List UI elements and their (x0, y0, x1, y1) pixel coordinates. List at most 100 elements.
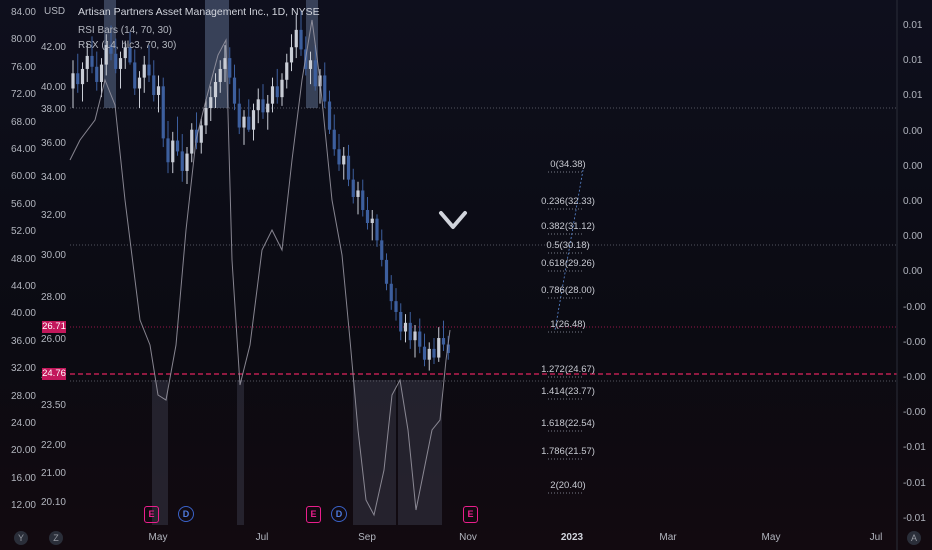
candle-body (228, 58, 232, 78)
candle-body (256, 99, 260, 111)
left-axis-tick: 76.00 (10, 61, 36, 73)
left-axis-inner-tick: 32.00 (40, 210, 66, 221)
candle-body (346, 155, 351, 180)
earnings-marker[interactable]: E (144, 506, 159, 523)
candle-body (280, 79, 284, 98)
candle-body (223, 58, 227, 69)
fib-level-label: 0.236(32.33) (541, 196, 595, 207)
candle-body (394, 301, 398, 312)
currency-label: USD (44, 6, 66, 17)
candle-body (133, 62, 137, 89)
right-axis-tick: -0.01 (903, 477, 926, 489)
time-axis-tick: 2023 (560, 532, 584, 543)
candle-body (327, 101, 332, 130)
candle-body (247, 116, 251, 130)
candle-body (218, 68, 222, 82)
right-axis-tick: 0.00 (903, 125, 923, 137)
candle-body (128, 47, 132, 63)
right-axis-tick: -0.01 (903, 442, 926, 454)
rsx-line (69, 19, 451, 517)
overbought-band (104, 0, 116, 108)
candle-body (237, 103, 241, 128)
fib-level-label: 2(20.40) (550, 480, 586, 491)
left-axis-inner-tick: 42.00 (40, 42, 66, 53)
candle-body (437, 338, 441, 358)
zoom-toggle[interactable]: Z (49, 531, 63, 545)
candle-body (261, 99, 265, 113)
candle-body (427, 348, 431, 360)
candle-body (95, 66, 99, 82)
right-axis-tick: -0.00 (903, 372, 926, 383)
time-axis-tick: Jul (255, 532, 269, 543)
candle-body (323, 75, 327, 102)
candle-body (90, 55, 94, 67)
left-axis-tick: 72.00 (10, 89, 36, 101)
fib-level-label: 0(34.38) (550, 159, 586, 170)
left-axis-inner-tick: 38.00 (40, 104, 66, 115)
log-scale-toggle[interactable]: Y (14, 531, 28, 545)
left-axis-tick: 32.00 (10, 363, 36, 375)
candle-body (199, 125, 203, 143)
left-axis-tick: 56.00 (10, 198, 36, 210)
candle-body (413, 331, 417, 341)
left-axis-inner-tick: 36.00 (40, 138, 66, 149)
candle-body (152, 75, 156, 95)
fib-level-label: 0.618(29.26) (541, 258, 595, 269)
dividend-marker[interactable]: D (331, 506, 347, 522)
legend-rsx[interactable]: RSX (14, hlc3, 70, 30) (78, 40, 177, 51)
candle-body (441, 338, 446, 345)
right-axis-tick: -0.01 (903, 512, 926, 524)
candle-body (204, 108, 208, 126)
candle-body (384, 259, 389, 284)
left-axis-inner-tick: 23.50 (40, 400, 66, 411)
time-axis-tick: May (761, 532, 781, 543)
time-axis-tick: Sep (358, 532, 376, 543)
candle-body (337, 149, 341, 165)
time-axis-tick: May (148, 532, 168, 543)
left-axis-tick: 28.00 (10, 390, 36, 402)
left-axis-inner-tick: 30.00 (40, 250, 66, 261)
oversold-band (398, 380, 442, 525)
left-axis-tick: 16.00 (10, 472, 36, 484)
left-axis-tick: 64.00 (10, 144, 36, 155)
current-price-tag: 26.71 (42, 321, 66, 333)
left-axis-tick: 20.00 (10, 445, 36, 457)
fib-level-label: 1.272(24.67) (541, 364, 595, 375)
left-axis-tick: 44.00 (10, 281, 36, 292)
candle-body (403, 322, 408, 332)
right-axis-tick: 0.01 (903, 55, 923, 67)
dividend-marker[interactable]: D (178, 506, 194, 522)
right-axis-tick: 0.00 (903, 196, 923, 207)
right-axis-tick: -0.00 (903, 336, 926, 348)
right-axis-tick: -0.00 (903, 407, 926, 419)
earnings-marker[interactable]: E (463, 506, 478, 523)
candle-body (289, 47, 294, 63)
candle-body (389, 283, 393, 302)
left-axis-tick: 68.00 (10, 116, 36, 128)
earnings-marker[interactable]: E (306, 506, 321, 523)
candle-body (446, 344, 450, 353)
oversold-band (237, 380, 244, 525)
candle-body (313, 60, 317, 87)
right-axis-tick: 0.00 (903, 160, 923, 172)
left-axis-inner-tick: 22.00 (40, 440, 66, 451)
left-axis-inner-tick: 28.00 (40, 292, 66, 303)
candle-body (185, 153, 189, 171)
candle-body (365, 209, 370, 224)
chart-legend-title[interactable]: Artisan Partners Asset Management Inc., … (78, 6, 320, 18)
oversold-band (353, 380, 396, 525)
right-axis-tick: 0.00 (903, 231, 923, 243)
candle-body (85, 55, 89, 69)
left-axis-tick: 36.00 (10, 335, 36, 347)
candle-body (251, 110, 256, 130)
candle-body (380, 240, 384, 260)
candle-body (266, 103, 270, 113)
candle-body (399, 311, 403, 332)
candle-body (294, 29, 298, 48)
left-axis-inner-tick: 40.00 (40, 82, 66, 93)
auto-scale-toggle[interactable]: A (907, 531, 921, 545)
legend-rsi-bars[interactable]: RSI Bars (14, 70, 30) (78, 25, 172, 36)
candle-body (375, 218, 379, 241)
